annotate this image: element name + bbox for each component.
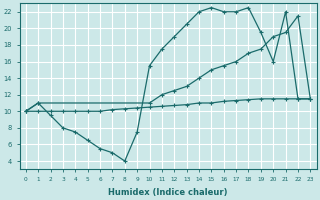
X-axis label: Humidex (Indice chaleur): Humidex (Indice chaleur) <box>108 188 228 197</box>
